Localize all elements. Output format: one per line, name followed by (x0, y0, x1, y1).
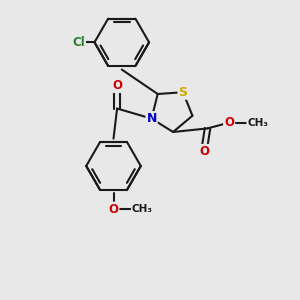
Text: Cl: Cl (72, 36, 85, 49)
Text: O: O (109, 202, 118, 216)
Text: O: O (112, 79, 122, 92)
Text: O: O (224, 116, 234, 129)
Text: O: O (199, 145, 209, 158)
Text: S: S (178, 86, 188, 99)
Text: CH₃: CH₃ (132, 204, 153, 214)
Text: N: N (146, 112, 157, 125)
Text: CH₃: CH₃ (247, 118, 268, 128)
